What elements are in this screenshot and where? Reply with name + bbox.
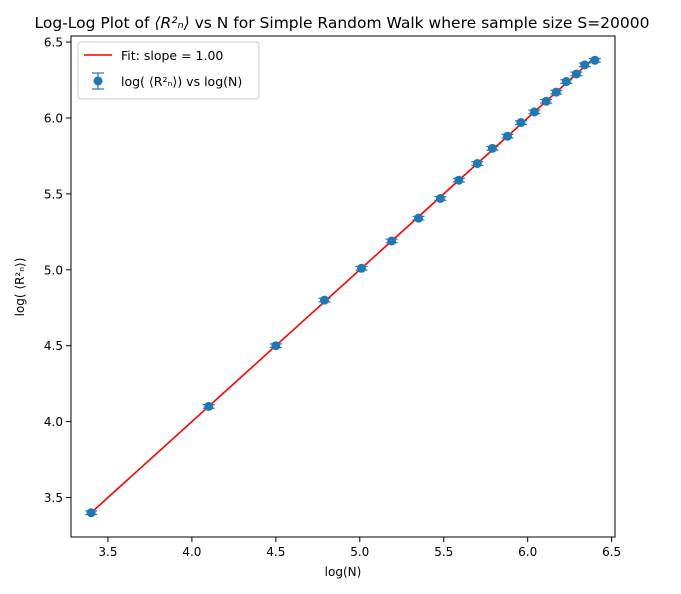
- data-point: [86, 508, 96, 518]
- legend: Fit: slope = 1.00 log( ⟨R²ₙ⟩) vs log(N): [77, 41, 260, 100]
- fit-layer: [90, 56, 596, 514]
- data-point: [271, 341, 281, 351]
- data-point: [454, 175, 464, 185]
- data-point: [590, 55, 600, 65]
- chart-title: Log-Log Plot of ⟨R²ₙ⟩ vs N for Simple Ra…: [35, 14, 650, 32]
- legend-data-swatch: [92, 72, 104, 90]
- y-tick-label: 5.5: [44, 187, 63, 201]
- y-tick-label: 6.0: [44, 111, 63, 125]
- plot-area: [71, 36, 615, 537]
- x-tick-label: 6.5: [602, 545, 621, 559]
- y-tick-label: 3.5: [44, 491, 63, 505]
- data-point: [435, 193, 445, 203]
- chart-title-suffix: vs N for Simple Random Walk where sample…: [190, 14, 650, 32]
- y-tick-label: 4.5: [44, 339, 63, 353]
- data-point: [472, 159, 482, 169]
- data-point: [487, 143, 497, 153]
- y-tick-label: 4.0: [44, 415, 63, 429]
- y-axis-label: log( ⟨R²ₙ⟩): [13, 258, 27, 317]
- x-tick-label: 6.0: [518, 545, 537, 559]
- data-point: [503, 131, 513, 141]
- legend-box: [77, 41, 260, 100]
- plot-frame: [70, 35, 616, 538]
- x-tick-label: 5.5: [434, 545, 453, 559]
- data-point: [516, 118, 526, 128]
- legend-data-label: log( ⟨R²ₙ⟩) vs log(N): [121, 74, 242, 89]
- y-axis-ticks: 3.5 4.0 4.5 5.0 5.5 6.0 6.5: [44, 36, 71, 505]
- data-point: [580, 60, 590, 70]
- legend-fit-label: Fit: slope = 1.00: [121, 48, 223, 63]
- points-layer: [85, 55, 601, 518]
- data-point: [414, 213, 424, 223]
- fit-line: [90, 56, 596, 514]
- x-axis-label: log(N): [325, 565, 362, 579]
- data-point: [356, 263, 366, 273]
- x-tick-label: 3.5: [98, 545, 117, 559]
- chart-title-symbol: ⟨R²ₙ⟩: [154, 14, 189, 32]
- y-tick-label: 6.5: [44, 36, 63, 50]
- x-axis-ticks: 3.5 4.0 4.5 5.0 5.5 6.0 6.5: [98, 537, 621, 559]
- data-point: [204, 401, 214, 411]
- x-tick-label: 5.0: [350, 545, 369, 559]
- data-point: [387, 236, 397, 246]
- data-point: [320, 295, 330, 305]
- chart-title-prefix: Log-Log Plot of: [35, 14, 155, 32]
- x-tick-label: 4.0: [182, 545, 201, 559]
- y-tick-label: 5.0: [44, 263, 63, 277]
- data-point: [571, 69, 581, 79]
- data-point: [541, 96, 551, 106]
- x-tick-label: 4.5: [266, 545, 285, 559]
- data-point: [529, 107, 539, 117]
- data-point: [561, 77, 571, 87]
- data-point: [551, 87, 561, 97]
